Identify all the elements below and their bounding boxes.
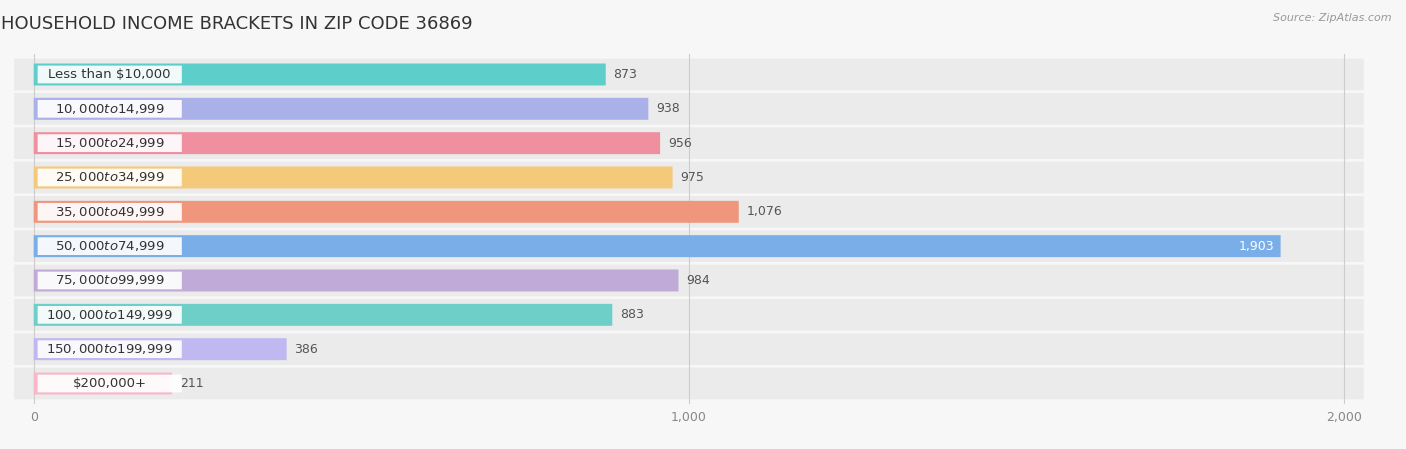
- FancyBboxPatch shape: [38, 306, 181, 324]
- Text: 975: 975: [681, 171, 704, 184]
- Text: $15,000 to $24,999: $15,000 to $24,999: [55, 136, 165, 150]
- Text: $150,000 to $199,999: $150,000 to $199,999: [46, 342, 173, 356]
- Text: $100,000 to $149,999: $100,000 to $149,999: [46, 308, 173, 322]
- FancyBboxPatch shape: [14, 93, 1364, 125]
- FancyBboxPatch shape: [38, 134, 181, 152]
- FancyBboxPatch shape: [38, 272, 181, 289]
- FancyBboxPatch shape: [38, 100, 181, 118]
- Text: 956: 956: [668, 136, 692, 150]
- FancyBboxPatch shape: [34, 269, 679, 291]
- Text: $25,000 to $34,999: $25,000 to $34,999: [55, 171, 165, 185]
- FancyBboxPatch shape: [38, 374, 181, 392]
- Text: Less than $10,000: Less than $10,000: [48, 68, 172, 81]
- FancyBboxPatch shape: [14, 196, 1364, 228]
- FancyBboxPatch shape: [34, 132, 659, 154]
- Text: $10,000 to $14,999: $10,000 to $14,999: [55, 102, 165, 116]
- FancyBboxPatch shape: [14, 59, 1364, 90]
- FancyBboxPatch shape: [34, 338, 287, 360]
- FancyBboxPatch shape: [34, 304, 612, 326]
- FancyBboxPatch shape: [38, 203, 181, 220]
- FancyBboxPatch shape: [34, 167, 672, 189]
- Text: 386: 386: [294, 343, 318, 356]
- FancyBboxPatch shape: [38, 169, 181, 186]
- FancyBboxPatch shape: [34, 98, 648, 120]
- Text: 938: 938: [657, 102, 681, 115]
- FancyBboxPatch shape: [38, 340, 181, 358]
- Text: $200,000+: $200,000+: [73, 377, 146, 390]
- FancyBboxPatch shape: [14, 128, 1364, 159]
- Text: 883: 883: [620, 308, 644, 321]
- FancyBboxPatch shape: [34, 63, 606, 85]
- FancyBboxPatch shape: [38, 238, 181, 255]
- FancyBboxPatch shape: [38, 66, 181, 84]
- Text: 1,903: 1,903: [1239, 240, 1274, 253]
- FancyBboxPatch shape: [34, 235, 1281, 257]
- FancyBboxPatch shape: [14, 368, 1364, 399]
- Text: 873: 873: [613, 68, 637, 81]
- FancyBboxPatch shape: [14, 265, 1364, 296]
- Text: Source: ZipAtlas.com: Source: ZipAtlas.com: [1274, 13, 1392, 23]
- FancyBboxPatch shape: [14, 299, 1364, 330]
- Text: 984: 984: [686, 274, 710, 287]
- FancyBboxPatch shape: [34, 373, 172, 395]
- FancyBboxPatch shape: [14, 230, 1364, 262]
- Text: HOUSEHOLD INCOME BRACKETS IN ZIP CODE 36869: HOUSEHOLD INCOME BRACKETS IN ZIP CODE 36…: [0, 15, 472, 33]
- Text: $35,000 to $49,999: $35,000 to $49,999: [55, 205, 165, 219]
- FancyBboxPatch shape: [14, 162, 1364, 193]
- Text: $50,000 to $74,999: $50,000 to $74,999: [55, 239, 165, 253]
- Text: $75,000 to $99,999: $75,000 to $99,999: [55, 273, 165, 287]
- Text: 211: 211: [180, 377, 204, 390]
- Text: 1,076: 1,076: [747, 205, 782, 218]
- FancyBboxPatch shape: [34, 201, 738, 223]
- FancyBboxPatch shape: [14, 333, 1364, 365]
